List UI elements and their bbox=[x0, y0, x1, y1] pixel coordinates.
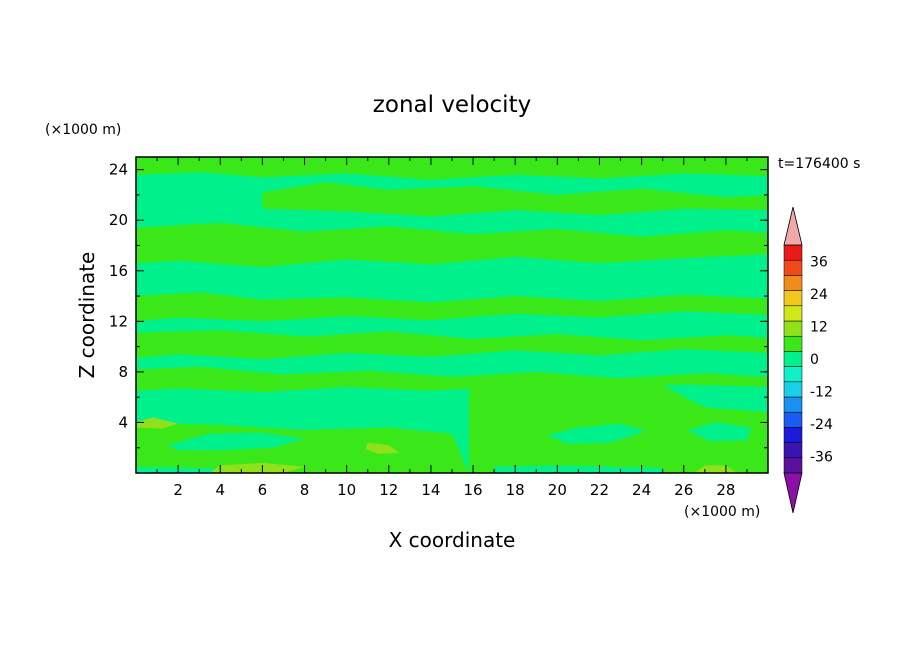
contour-region bbox=[136, 222, 768, 267]
x-tick-label: 26 bbox=[674, 481, 693, 499]
colorbar-swatch bbox=[783, 305, 803, 322]
y-tick-label: 20 bbox=[109, 211, 128, 229]
x-tick-label: 28 bbox=[716, 481, 735, 499]
chart-title: zonal velocity bbox=[373, 92, 531, 118]
x-tick-label: 16 bbox=[464, 481, 483, 499]
colorbar-swatch bbox=[783, 381, 803, 398]
colorbar-swatch bbox=[783, 244, 803, 261]
x-axis-title: X coordinate bbox=[389, 528, 516, 552]
colorbar-label: -24 bbox=[810, 417, 833, 433]
colorbar-swatch bbox=[783, 396, 803, 413]
x-tick-label: 8 bbox=[300, 481, 310, 499]
contour-region bbox=[136, 330, 768, 360]
y-unit-label: (×1000 m) bbox=[45, 122, 121, 138]
y-tick-label: 8 bbox=[118, 363, 128, 381]
colorbar-swatch bbox=[783, 335, 803, 352]
x-tick-label: 2 bbox=[173, 481, 183, 499]
colorbar-overflow-high bbox=[783, 206, 803, 246]
time-label: t=176400 s bbox=[778, 156, 860, 172]
x-tick-label: 6 bbox=[258, 481, 268, 499]
contour-fills bbox=[136, 157, 768, 473]
colorbar-label: 0 bbox=[810, 352, 819, 368]
contour-region bbox=[209, 462, 305, 473]
contour-region bbox=[262, 182, 768, 217]
colorbar-label: -12 bbox=[810, 385, 833, 401]
colorbar-label: -36 bbox=[810, 450, 833, 466]
contour-region bbox=[136, 157, 768, 180]
colorbar-swatch bbox=[783, 351, 803, 367]
x-unit-label: (×1000 m) bbox=[684, 504, 760, 520]
y-tick-label: 24 bbox=[109, 161, 128, 179]
contour-region bbox=[365, 442, 400, 454]
x-tick-label: 24 bbox=[632, 481, 651, 499]
colorbar-swatch bbox=[783, 290, 803, 307]
x-tick-label: 12 bbox=[379, 481, 398, 499]
x-tick-label: 14 bbox=[421, 481, 440, 499]
x-axis: 2 4 6 8 10 12 14 16 18 20 22 24 26 28 bbox=[156, 157, 748, 499]
colorbar-swatch bbox=[783, 457, 803, 474]
x-tick-label: 20 bbox=[548, 481, 567, 499]
colorbar-overflow-low bbox=[783, 472, 803, 514]
x-tick-label: 22 bbox=[590, 481, 609, 499]
contour-region bbox=[167, 432, 305, 451]
y-axis: 4 8 12 16 20 24 bbox=[109, 161, 768, 449]
colorbar-swatch bbox=[783, 442, 803, 459]
contour-region bbox=[687, 422, 752, 442]
colorbar-label: 24 bbox=[810, 287, 828, 303]
colorbar-label: 36 bbox=[810, 254, 828, 270]
y-tick-label: 12 bbox=[109, 312, 128, 330]
colorbar-label: 12 bbox=[810, 319, 828, 335]
y-tick-label: 16 bbox=[109, 262, 128, 280]
colorbar-swatch bbox=[783, 366, 803, 383]
x-tick-label: 4 bbox=[215, 481, 225, 499]
x-tick-label: 10 bbox=[337, 481, 356, 499]
contour-region bbox=[546, 423, 646, 444]
contour-region bbox=[468, 373, 768, 473]
y-axis-title: Z coordinate bbox=[75, 252, 99, 379]
colorbar-swatch bbox=[783, 427, 803, 443]
colorbar-swatch bbox=[783, 320, 803, 337]
contour-region bbox=[136, 292, 768, 322]
colorbar-swatch bbox=[783, 275, 803, 291]
y-tick-label: 4 bbox=[118, 413, 128, 431]
x-tick-label: 18 bbox=[506, 481, 525, 499]
contour-region bbox=[136, 417, 179, 429]
colorbar-swatch bbox=[783, 411, 803, 428]
colorbar: 36 24 12 0 -12 -24 -36 bbox=[783, 206, 833, 514]
colorbar-swatch bbox=[783, 259, 803, 276]
